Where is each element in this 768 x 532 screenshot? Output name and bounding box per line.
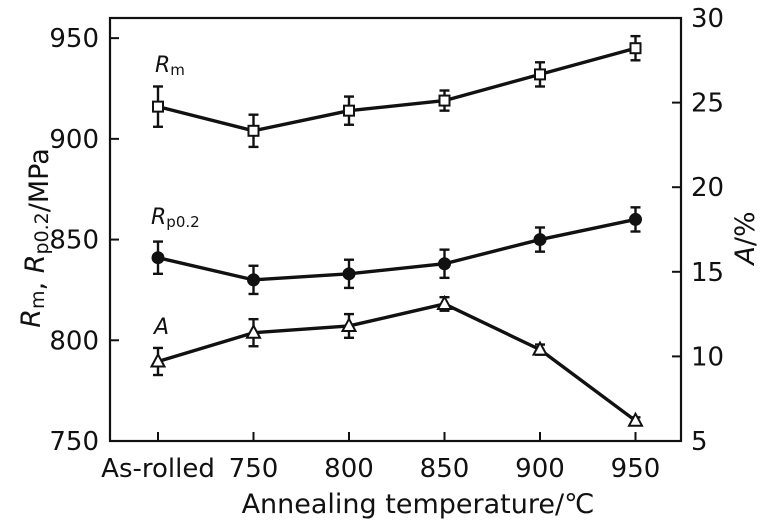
- x-tick-label: 900: [515, 454, 565, 484]
- series-label-rp02: Rp0.2: [151, 205, 200, 231]
- data-point: [343, 104, 355, 117]
- data-point: [245, 323, 262, 339]
- data-point: [149, 352, 167, 368]
- series-line: [157, 46, 636, 133]
- series-line: [157, 217, 636, 282]
- right-tick-label: 20: [691, 173, 724, 203]
- data-point: [531, 340, 549, 356]
- series-label-a: A: [152, 315, 169, 340]
- right-tick-label: 5: [691, 427, 708, 457]
- data-point: [247, 273, 260, 287]
- right-tick-label: 15: [691, 258, 724, 288]
- series-label-rm: Rm: [155, 53, 185, 79]
- series-rm: [152, 34, 642, 149]
- right-axis-ticks: 5 10 15 20 25 30: [672, 4, 724, 457]
- left-tick-label: 900: [49, 125, 99, 155]
- left-tick-label: 950: [49, 24, 99, 54]
- series-layer: [149, 34, 644, 427]
- x-tick-label: 850: [420, 454, 470, 484]
- right-tick-label: 10: [691, 342, 724, 372]
- data-point: [534, 68, 546, 81]
- plot-frame: [108, 16, 683, 443]
- data-point: [152, 100, 164, 113]
- data-point: [627, 411, 644, 427]
- right-axis-title: A/%: [730, 211, 761, 266]
- data-point: [247, 124, 260, 137]
- data-point: [533, 233, 547, 247]
- series-labels: Rm Rp0.2 A: [151, 53, 200, 340]
- data-point: [342, 267, 356, 281]
- x-tick-label: As-rolled: [101, 454, 215, 484]
- data-point: [151, 251, 165, 265]
- left-tick-label: 800: [49, 326, 99, 356]
- left-tick-label: 750: [49, 427, 99, 457]
- series-a: [149, 294, 644, 427]
- x-axis-title: Annealing temperature/℃: [242, 489, 595, 520]
- left-axis-ticks: 750 800 850 900 950: [49, 24, 119, 457]
- data-point: [629, 42, 642, 55]
- data-point: [438, 257, 451, 271]
- plot-area-border: [108, 16, 683, 443]
- x-tick-label: 750: [229, 454, 279, 484]
- x-axis-ticks: As-rolled 750 800 850 900 950: [101, 432, 660, 484]
- right-tick-label: 25: [691, 89, 724, 119]
- left-axis-title: Rm, Rp0.2/MPa: [16, 148, 55, 328]
- data-point: [340, 316, 358, 332]
- x-tick-label: 950: [611, 454, 661, 484]
- series-line: [157, 302, 637, 423]
- x-tick-label: 800: [324, 454, 374, 484]
- data-point: [438, 94, 451, 107]
- data-point: [629, 212, 642, 226]
- right-tick-label: 30: [691, 4, 724, 34]
- series-rp02: [151, 206, 642, 296]
- left-tick-label: 850: [49, 226, 99, 256]
- data-point: [436, 294, 453, 310]
